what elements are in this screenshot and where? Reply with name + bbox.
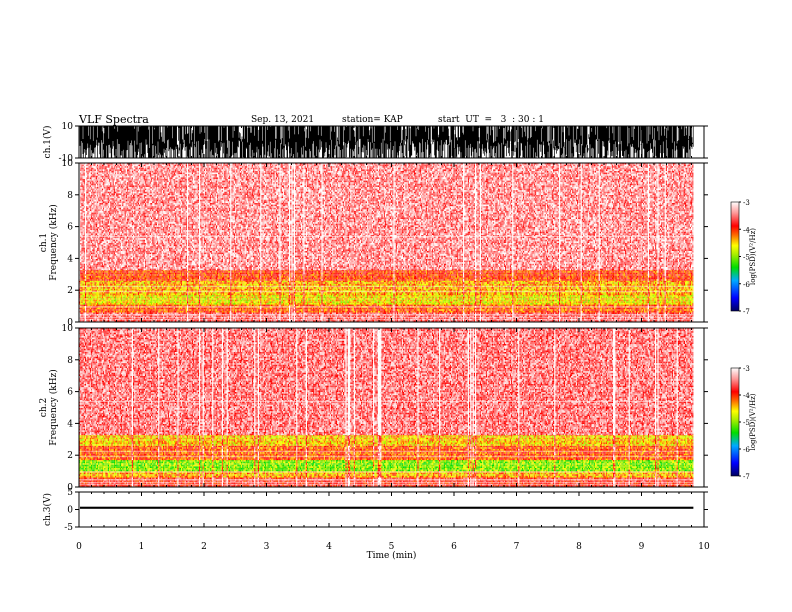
- y-tick-label: 10: [62, 122, 74, 132]
- x-tick-label: 10: [698, 542, 710, 552]
- x-tick-label: 6: [451, 542, 457, 552]
- y-axis-label: ch.1Frequency (kHz): [39, 204, 59, 281]
- spectrogram-band: [79, 270, 693, 281]
- y-tick-label: 4: [67, 254, 73, 264]
- x-tick-label: 1: [139, 542, 145, 552]
- y-tick-label: 10: [62, 324, 74, 334]
- spectrogram-band: [79, 295, 693, 305]
- colorbar-tick-label: -3: [743, 199, 750, 207]
- colorbar-tick-label: -3: [743, 365, 750, 373]
- y-tick-label: 8: [67, 356, 73, 366]
- colorbar-label: log(PSD)(V²/Hz): [749, 228, 757, 285]
- x-tick-label: 3: [264, 542, 270, 552]
- y-axis-label: ch.2Frequency (kHz): [39, 369, 59, 446]
- y-tick-label: 8: [67, 191, 73, 201]
- spectrogram-band: [79, 435, 693, 446]
- colorbar-scale: [731, 202, 739, 311]
- y-axis-label: ch.3(V): [42, 493, 53, 526]
- x-tick-label: 2: [201, 542, 207, 552]
- x-tick-label: 9: [639, 542, 645, 552]
- ch3-trace: [80, 507, 693, 509]
- y-tick-label: 2: [67, 286, 73, 296]
- y-tick-label: 2: [67, 451, 73, 461]
- y-tick-label: 0: [67, 506, 73, 516]
- y-tick-label: 10: [62, 159, 74, 169]
- spectrogram-band: [79, 328, 693, 435]
- y-tick-label: 6: [67, 223, 73, 233]
- spectrogram-band: [79, 163, 693, 270]
- spectrogram-band: [79, 446, 693, 460]
- y-tick-label: 5: [67, 488, 73, 498]
- y-tick-label: -5: [64, 523, 73, 533]
- ch3-waveform-panel: 5 0 -5 ch.3(V): [42, 488, 708, 533]
- spectrogram-band: [79, 281, 693, 295]
- x-tick-label: 8: [576, 542, 582, 552]
- x-tick-label: 7: [514, 542, 520, 552]
- x-axis-label: Time (min): [367, 550, 417, 561]
- x-tick-label: 0: [76, 542, 82, 552]
- colorbar-label: log(PSD)(V²/Hz): [749, 393, 757, 450]
- spectrogram-band: [79, 460, 693, 471]
- x-tick-label: 4: [326, 542, 332, 552]
- y-tick-label: 4: [67, 419, 73, 429]
- y-tick-label: 6: [67, 388, 73, 398]
- colorbar-scale: [731, 368, 739, 476]
- spectrogram-band: [79, 305, 693, 313]
- colorbar-tick-label: -7: [743, 308, 750, 316]
- y-axis-label: ch.1(V): [42, 126, 53, 159]
- colorbar-tick-label: -7: [743, 473, 750, 481]
- ch1-trace: [80, 126, 693, 158]
- ch3-frame: [79, 492, 704, 527]
